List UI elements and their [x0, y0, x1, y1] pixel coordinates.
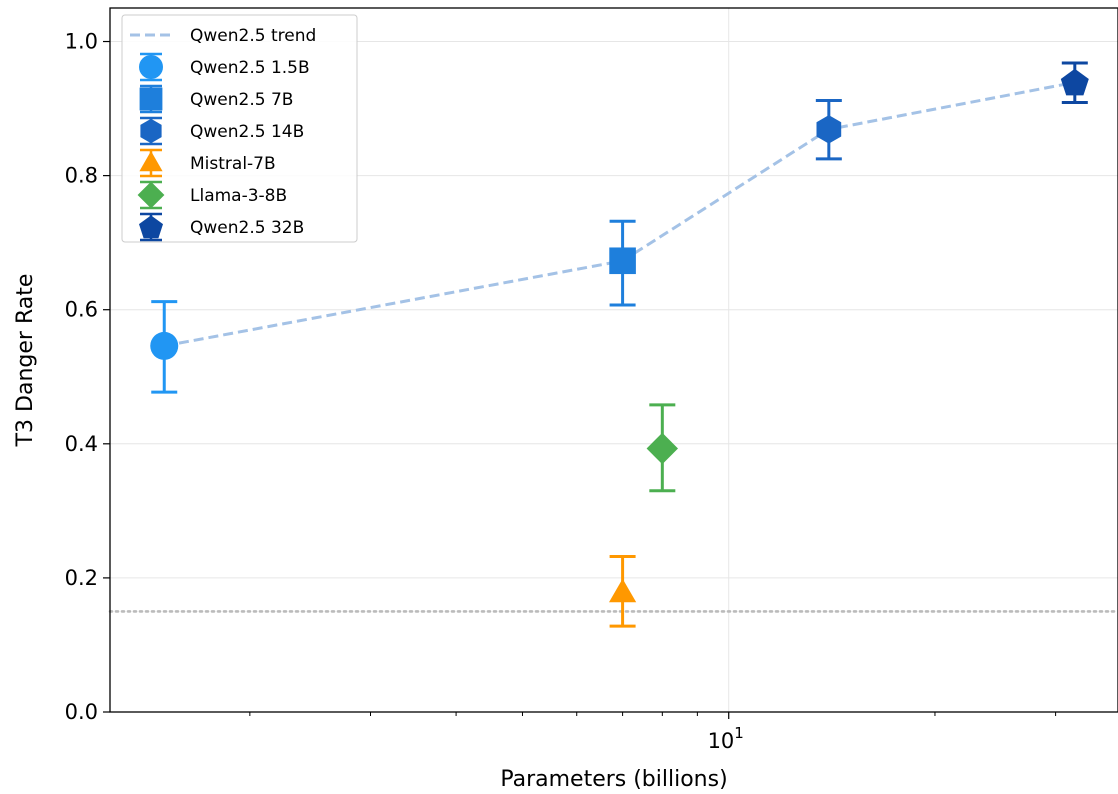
marker-qwen2-5-1-5b [150, 331, 179, 360]
legend-item-qwen2-5-14b: Qwen2.5 14B [140, 116, 304, 146]
legend-item-llama-3-8b: Llama-3-8B [137, 180, 287, 210]
legend-item-qwen2-5-1-5b: Qwen2.5 1.5B [139, 52, 310, 82]
legend-label-trend: Qwen2.5 trend [190, 26, 316, 46]
legend-item-mistral-7b: Mistral-7B [139, 148, 276, 178]
data-points [150, 61, 1089, 628]
point-qwen2-5-32b [1060, 61, 1089, 105]
legend-frame [121, 14, 358, 243]
y-tick-label: 0.2 [65, 566, 98, 590]
legend-marker [140, 118, 162, 144]
plot-area-frame [109, 7, 1118, 713]
legend-marker [139, 55, 163, 79]
x-axis-label: Parameters (billions) [500, 767, 727, 792]
legend-item-qwen2-5-7b: Qwen2.5 7B [139, 84, 293, 114]
legend: Qwen2.5 trend Qwen2.5 1.5B Qwen2.5 7B Qwen2… [121, 14, 358, 243]
marker-qwen2-5-7b [609, 247, 636, 275]
legend-label: Qwen2.5 14B [190, 122, 304, 142]
legend-marker [137, 181, 165, 209]
axis-ticks: 0.0 0.2 0.4 0.6 0.8 1.0 101 [65, 30, 1057, 753]
point-llama-3-8b [646, 403, 678, 493]
legend-marker [139, 151, 163, 172]
legend-label: Qwen2.5 32B [190, 218, 304, 238]
legend-label: Qwen2.5 1.5B [190, 58, 310, 78]
marker-qwen2-5-14b [816, 115, 842, 144]
marker-mistral-7b [609, 578, 637, 603]
legend-item-qwen2-5-32b: Qwen2.5 32B [139, 212, 304, 242]
legend-marker [139, 87, 163, 111]
x-tick-label: 101 [708, 724, 744, 753]
legend-label: Mistral-7B [190, 154, 276, 174]
y-tick-label: 0.6 [65, 298, 98, 322]
legend-label: Llama-3-8B [190, 186, 287, 206]
legend-marker [139, 215, 163, 239]
y-tick-label: 1.0 [65, 30, 98, 54]
y-tick-label: 0.8 [65, 164, 98, 188]
marker-qwen2-5-32b [1060, 68, 1089, 96]
trend-line-group [163, 80, 1076, 348]
legend-label: Qwen2.5 7B [190, 90, 293, 110]
y-tick-label: 0.4 [65, 432, 98, 456]
point-mistral-7b [609, 554, 637, 628]
point-qwen2-5-1-5b [150, 300, 179, 394]
y-tick-label: 0.0 [65, 700, 98, 724]
point-qwen2-5-7b [609, 219, 636, 307]
point-qwen2-5-14b [815, 99, 842, 161]
marker-llama-3-8b [646, 432, 678, 465]
y-axis-label: T3 Danger Rate [13, 274, 38, 448]
trend-line [163, 80, 1076, 348]
